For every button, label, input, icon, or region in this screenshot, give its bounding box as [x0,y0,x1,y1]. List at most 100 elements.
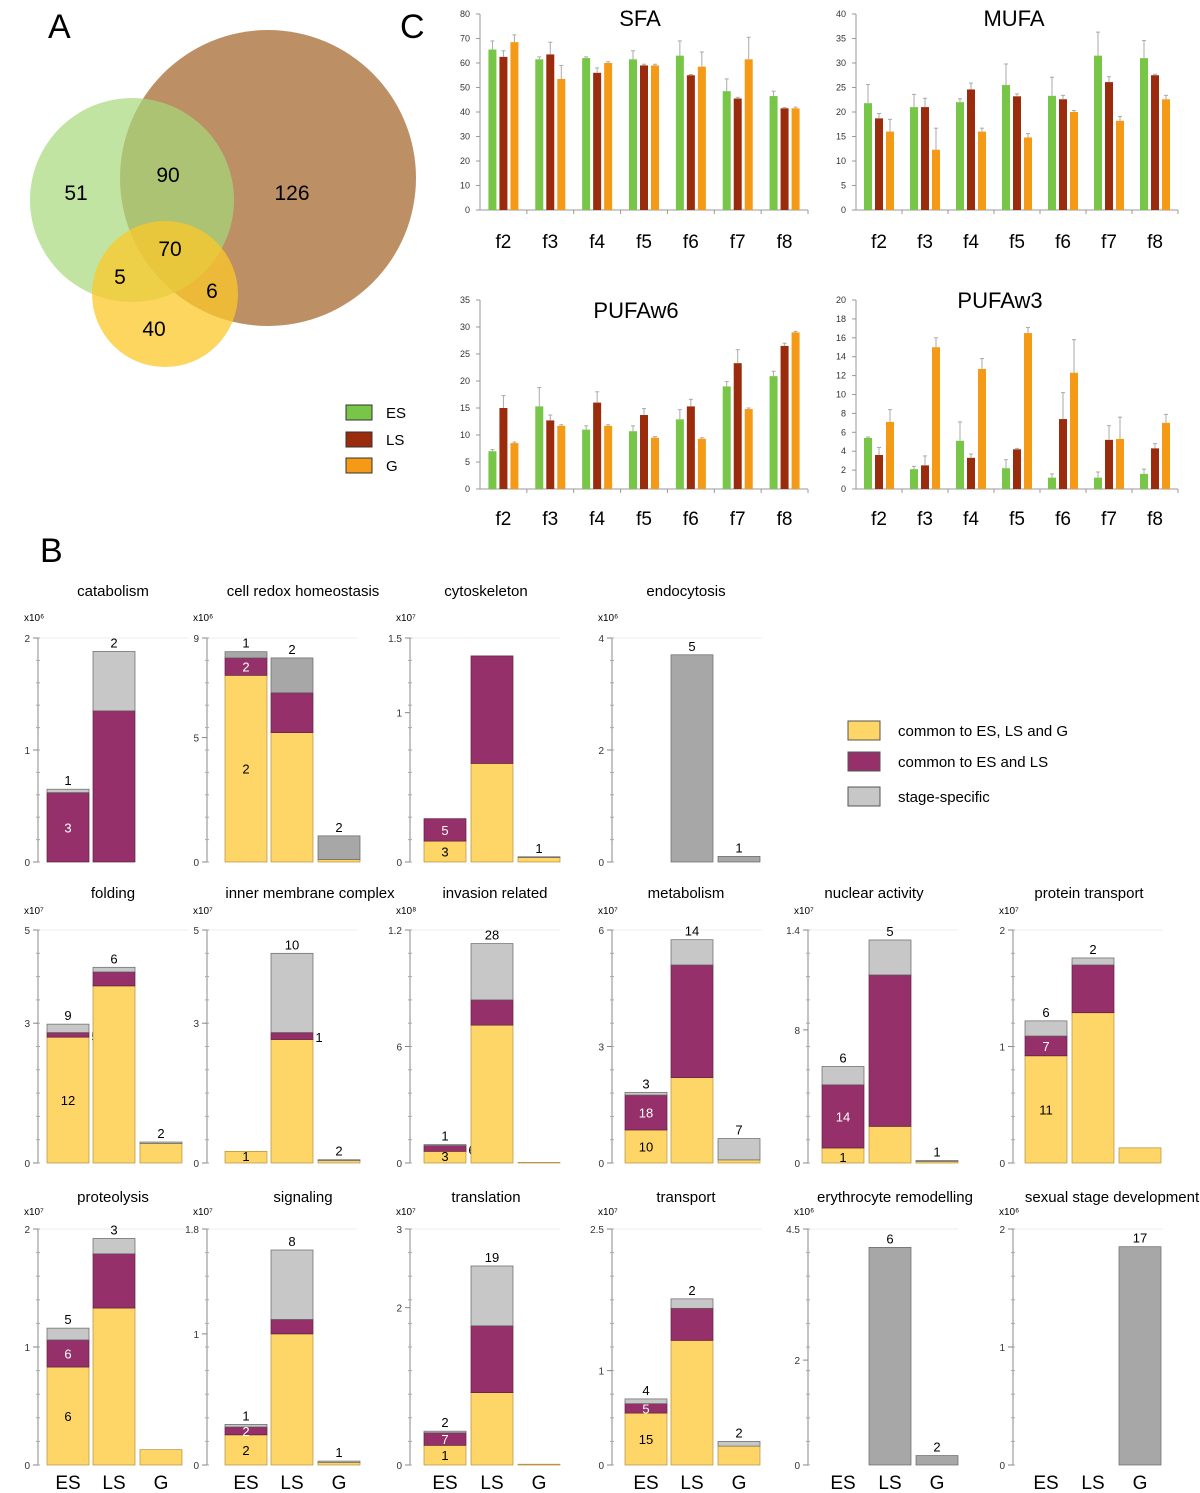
bar-es-f4 [582,429,591,489]
bar-count-label: 14 [685,924,699,939]
bar-G-common-all [1118,1147,1162,1164]
bar-ES-stage-specific [46,788,90,793]
bar-count-label: 1 [242,1408,249,1423]
bar-ls-f5 [640,415,648,489]
subplot-title: metabolism [648,885,725,902]
legend-ls-swatch [345,431,373,448]
bar-count-label: 2 [242,1424,249,1439]
bar-LS-stage-specific [670,1298,714,1309]
bar-LS-common-es-ls [1071,964,1115,1014]
bar-LS-common-all [270,732,314,863]
y-tick-label: 10 [460,430,470,440]
x-tick-label: f2 [871,232,887,253]
venn-es-only: 51 [64,182,87,205]
bar-count-label: 3 [110,1222,117,1237]
y-tick-label: 10 [460,181,470,191]
bar-G-common-all [317,859,361,863]
subplot-mufa: 0 5 10 15 20 25 30 35 40 MUFA f2 f3 f4 f5 f6 f7 f8 [836,6,1179,253]
y-tick-label: 1.2 [388,926,402,937]
y-tick-label: 0 [465,484,470,494]
bar-ls-f3 [546,420,555,489]
subplot-title: PUFAw6 [593,298,678,323]
axis-multiplier: x10⁷ [396,613,416,624]
bar-es-f6 [1048,477,1056,489]
bar-count-label: 6 [839,1050,846,1065]
bar-LS-common-es-ls [92,1253,136,1309]
y-tick-label: 0 [598,1159,604,1170]
bar-count-label: 6 [64,1346,71,1361]
bar-ES-stage-specific [1024,1020,1068,1037]
bar-LS-stage-specific [1071,957,1115,966]
axis-multiplier: x10⁶ [24,613,44,624]
legend-common-all-swatch [847,720,881,741]
y-tick-label: 30 [836,58,846,68]
bar-LS-stage-specific [670,939,714,966]
bar-ls-f3 [921,465,929,489]
bar-es-f8 [769,96,778,210]
bar-ls-f7 [733,363,742,489]
subplot-title: invasion related [442,885,547,902]
bar-ls-f2 [875,454,883,489]
y-tick-label: 0 [999,1159,1005,1170]
bar-ls-f5 [640,65,648,210]
y-tick-label: 3 [193,1019,199,1030]
subplot-title: endocytosis [646,583,725,600]
x-tick-label: ES [432,1473,457,1493]
y-tick-label: 25 [836,83,846,93]
bar-count-label: 3 [64,820,71,835]
y-tick-label: 8 [841,408,846,418]
y-tick-label: 4 [841,446,846,456]
bar-g-f2 [510,443,519,489]
y-tick-label: 0 [465,205,470,215]
bar-count-label: 6 [64,1409,71,1424]
bar-g-f8 [1162,422,1170,489]
bar-g-f5 [651,437,659,489]
bar-g-f4 [978,131,986,210]
bar-ES-common-es-ls [624,1094,668,1131]
bar-G-common-all [517,857,561,863]
x-tick-label: G [1133,1473,1148,1493]
y-tick-label: 14 [836,352,846,362]
bar-count-label: 6 [886,1231,893,1246]
subplot-title: cell redox homeostasis [227,583,380,600]
bar-es-f3 [535,406,544,489]
x-tick-label: f4 [589,509,605,530]
bar-G-stage-specific [317,835,361,860]
venn-ls-only: 126 [274,182,309,205]
bar-g-f4 [604,63,613,210]
y-tick-label: 4 [598,634,604,645]
y-tick-label: 1.4 [786,926,800,937]
axis-multiplier: x10⁶ [193,613,213,624]
bar-ls-f2 [499,56,508,210]
bar-count-label: 2 [335,1144,342,1159]
bar-ES-stage-specific [423,1144,467,1146]
subplot-transport: transport x10⁷ 0 1 2.5 15 5 4 ES 2 LS 2 G [590,1189,762,1493]
y-tick-label: 0 [794,1461,800,1472]
bar-count-label: 1 [441,1129,448,1144]
bar-G-common-all [517,1463,561,1466]
bar-count-label: 17 [1133,1231,1147,1246]
axis-multiplier: x10⁷ [396,1207,416,1218]
bar-count-label: 1 [64,773,71,788]
subplot-title: inner membrane complex [225,885,395,902]
subplot-protein-transport: protein transport x10⁷ 0 1 2 11 7 6 2 [999,885,1163,1170]
x-tick-label: LS [280,1473,303,1493]
bar-LS-stage-specific [270,1249,314,1320]
bar-ES-common-es-ls [46,1339,90,1368]
bar-ES-common-all [46,1366,90,1466]
bar-G-common-all [517,1162,561,1164]
bar-count-label: 18 [639,1106,653,1121]
axis-multiplier: x10⁷ [794,906,814,917]
y-tick-label: 2 [999,1225,1005,1236]
x-tick-label: LS [1081,1473,1104,1493]
bar-LS-common-es-ls [868,974,912,1127]
bar-count-label: 4 [642,1383,649,1398]
bar-g-f4 [604,425,613,489]
subplot-title: cytoskeleton [444,583,527,600]
bar-es-f5 [629,431,637,489]
y-tick-label: 35 [836,34,846,44]
bar-ls-f3 [921,107,929,210]
bar-g-f8 [791,332,800,489]
subplot-cell-redox-homeostasis: cell redox homeostasis x10⁶ 0 5 9 2 2 1 2 2 [193,583,379,869]
